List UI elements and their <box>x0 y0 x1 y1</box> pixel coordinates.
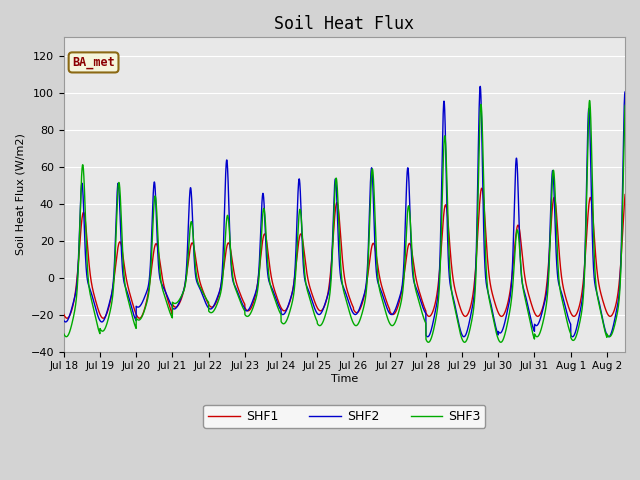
SHF2 <box>210 303 218 309</box>
SHF2 <box>238 300 246 305</box>
Legend: SHF1, SHF2, SHF3: SHF1, SHF2, SHF3 <box>204 405 486 428</box>
SHF3 <box>60 331 68 336</box>
SHF1 <box>495 311 503 317</box>
SHF3 <box>424 339 432 345</box>
SHF1 <box>80 210 88 216</box>
Line: SHF2: SHF2 <box>64 86 640 337</box>
SHF3 <box>565 326 573 332</box>
SHF2 <box>60 318 68 324</box>
SHF3 <box>238 302 246 308</box>
Title: Soil Heat Flux: Soil Heat Flux <box>275 15 414 33</box>
SHF1 <box>565 305 573 311</box>
Text: BA_met: BA_met <box>72 56 115 69</box>
SHF2 <box>495 329 503 335</box>
X-axis label: Time: Time <box>331 374 358 384</box>
SHF1 <box>238 295 246 300</box>
SHF2 <box>639 332 640 338</box>
SHF1 <box>60 312 68 317</box>
Line: SHF1: SHF1 <box>64 186 640 318</box>
SHF1 <box>320 305 328 311</box>
SHF2 <box>605 334 612 340</box>
Y-axis label: Soil Heat Flux (W/m2): Soil Heat Flux (W/m2) <box>15 133 25 255</box>
SHF3 <box>622 96 630 101</box>
SHF1 <box>210 303 218 309</box>
SHF1 <box>623 183 630 189</box>
SHF2 <box>476 84 484 89</box>
SHF3 <box>210 308 218 313</box>
SHF1 <box>639 310 640 315</box>
SHF2 <box>80 218 88 224</box>
Line: SHF3: SHF3 <box>64 98 640 342</box>
SHF3 <box>80 178 88 184</box>
SHF2 <box>565 317 573 323</box>
SHF3 <box>639 331 640 336</box>
SHF3 <box>495 337 503 343</box>
SHF1 <box>136 315 143 321</box>
SHF3 <box>320 317 328 323</box>
SHF2 <box>320 305 328 311</box>
